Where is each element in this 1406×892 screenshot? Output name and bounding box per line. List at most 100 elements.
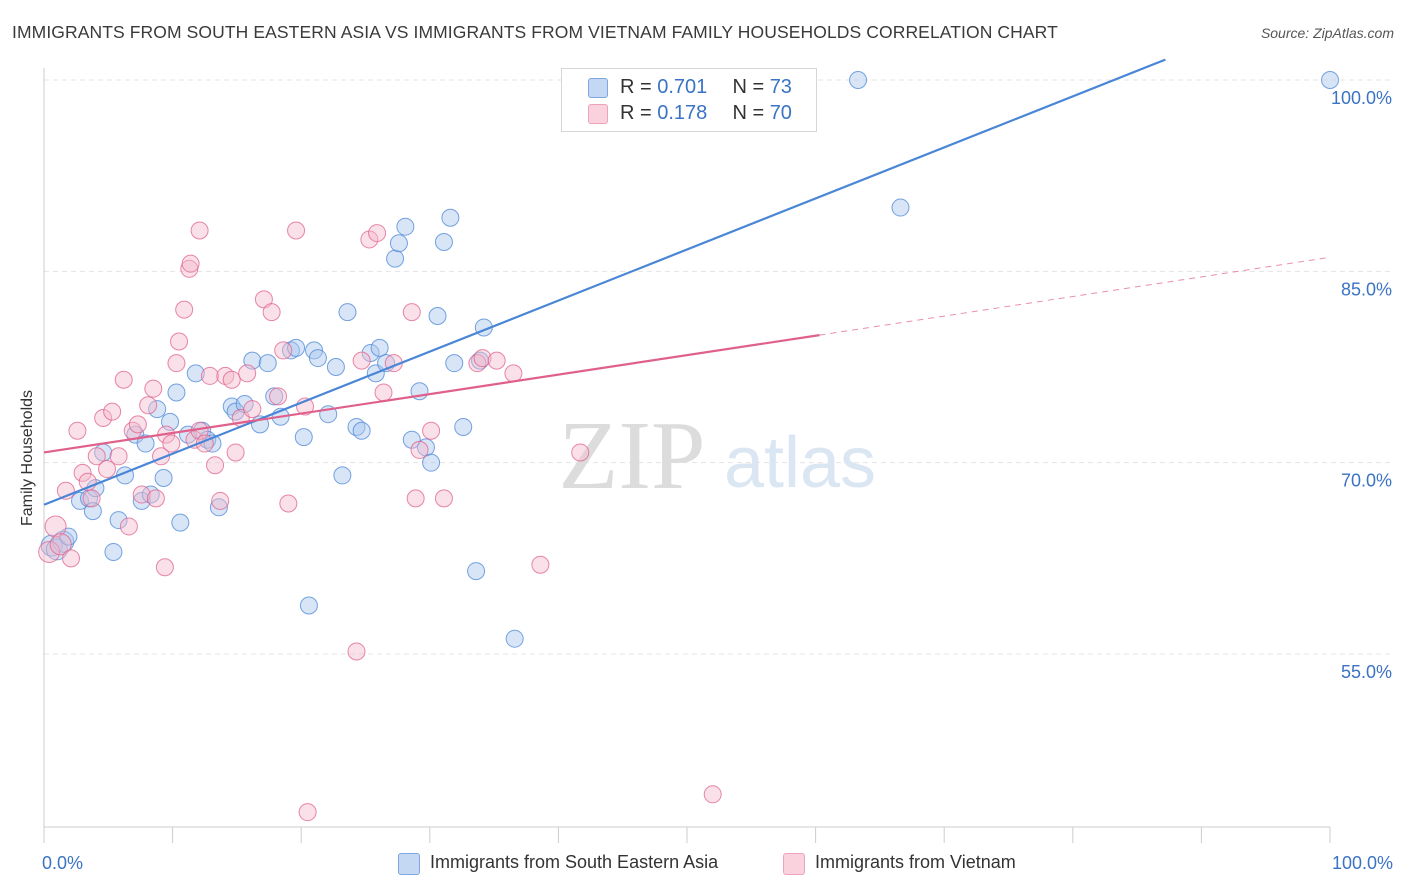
point-south-eastern-asia [171,513,190,532]
point-vietnam [181,254,200,273]
point-vietnam [128,415,147,434]
point-vietnam [703,785,722,804]
point-vietnam [139,396,158,415]
point-south-eastern-asia [265,387,284,406]
point-vietnam [287,221,306,240]
point-south-eastern-asia [370,338,389,357]
point-vietnam [94,409,113,428]
point-vietnam [103,402,122,421]
point-vietnam [114,370,133,389]
point-vietnam [298,803,317,822]
point-vietnam [132,485,151,504]
point-vietnam [175,300,194,319]
point-vietnam [155,558,174,577]
point-south-eastern-asia [154,468,173,487]
trend-lines [43,58,1331,506]
watermark-atlas: atlas [724,423,876,503]
point-south-eastern-asia [258,354,277,373]
point-vietnam [274,341,293,360]
point-vietnam [571,443,590,462]
point-vietnam [162,434,181,453]
r-value-1: 0.701 [657,76,708,98]
point-south-eastern-asia [186,364,205,383]
legend-label: Immigrants from South Eastern Asia [430,852,719,872]
point-vietnam [238,364,257,383]
point-south-eastern-asia [281,341,300,360]
point-south-eastern-asia [326,358,345,376]
point-vietnam [222,370,241,389]
legend-label: Immigrants from Vietnam [815,852,1016,872]
point-vietnam [531,555,550,574]
point-south-eastern-asia [441,208,460,227]
point-south-eastern-asia [136,434,155,453]
trend-line-vietnam [43,334,820,454]
point-vietnam [73,463,92,482]
point-vietnam [206,456,225,475]
point-south-eastern-asia [338,303,357,322]
n-label: N = [732,76,765,98]
point-vietnam [504,364,523,383]
legend-swatch-blue [588,78,608,98]
point-vietnam [68,421,87,440]
point-south-eastern-asia [109,511,128,530]
point-vietnam [98,460,117,479]
point-vietnam [146,489,165,508]
point-vietnam [406,489,425,508]
y-tick-label: 55.0% [1341,662,1392,682]
tick-labels: 55.0% 70.0% 85.0% 100.0% 0.0% 100.0% [42,88,1393,873]
point-south-eastern-asia [83,502,102,521]
point-vietnam [211,491,230,510]
data-points [38,71,1339,822]
point-vietnam [170,332,189,351]
point-vietnam [422,421,441,440]
n-value-1: 73 [769,76,792,98]
point-vietnam [82,489,101,508]
point-vietnam [434,489,453,508]
point-vietnam [487,351,506,370]
source-label: Source: ZipAtlas.com [1260,25,1394,41]
point-south-eastern-asia [849,71,868,89]
chart-title: IMMIGRANTS FROM SOUTH EASTERN ASIA VS IM… [12,22,1058,42]
point-south-eastern-asia [402,430,421,449]
point-south-eastern-asia [167,383,186,402]
point-vietnam [44,515,67,538]
point-south-eastern-asia [299,596,318,615]
point-south-eastern-asia [209,498,228,517]
point-south-eastern-asia [422,453,441,472]
point-vietnam [87,447,106,466]
point-vietnam [374,383,393,402]
point-south-eastern-asia [467,562,486,581]
point-vietnam [269,387,288,406]
x-tick-label: 0.0% [42,853,83,873]
n-label: N = [732,102,765,124]
point-vietnam [352,351,371,370]
point-vietnam [49,533,72,556]
point-vietnam [368,224,387,243]
r-label: R = [620,76,652,98]
watermark-zip: ZIP [559,402,706,510]
point-south-eastern-asia [333,466,352,485]
point-south-eastern-asia [428,306,447,325]
point-south-eastern-asia [505,629,524,648]
y-axis-label: Family Households [19,389,36,527]
point-vietnam [279,494,298,513]
point-south-eastern-asia [352,421,371,440]
x-tick-label: 100.0% [1332,853,1393,873]
point-south-eastern-asia [386,249,405,268]
point-south-eastern-asia [396,217,415,236]
point-vietnam [262,303,281,322]
point-vietnam [38,540,61,563]
point-south-eastern-asia [445,354,464,373]
axes [43,68,1331,843]
point-south-eastern-asia [1321,71,1339,89]
y-tick-label: 70.0% [1341,471,1392,491]
legend-swatch-pink [783,853,805,875]
point-south-eastern-asia [434,232,453,251]
point-vietnam [360,230,379,249]
point-vietnam [109,447,128,466]
point-vietnam [167,354,186,373]
point-vietnam [144,379,163,398]
point-vietnam [410,440,429,459]
point-south-eastern-asia [361,343,380,362]
